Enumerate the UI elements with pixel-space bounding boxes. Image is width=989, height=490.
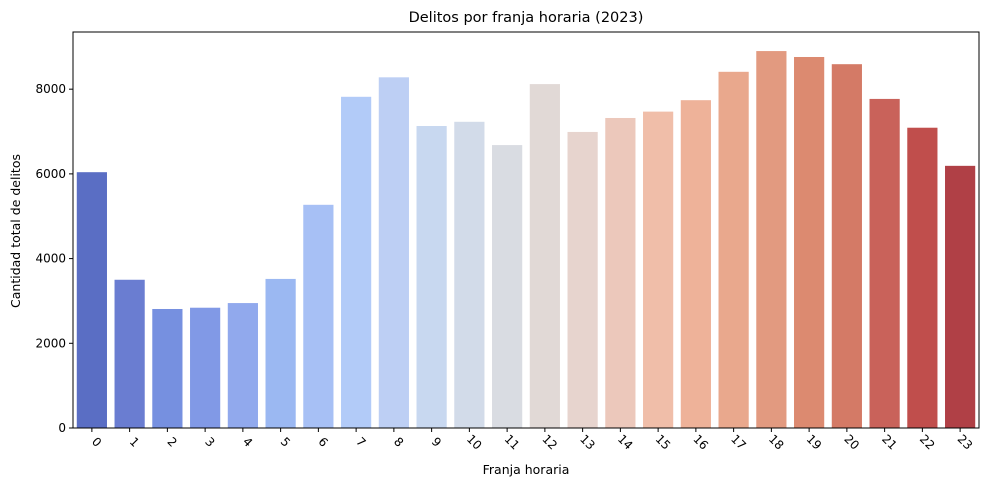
x-tick-label: 1 — [127, 435, 142, 450]
y-tick-label: 6000 — [35, 167, 66, 181]
bar-4 — [227, 303, 258, 428]
x-tick-label: 5 — [278, 435, 293, 450]
x-tick-label: 2 — [165, 435, 180, 450]
x-tick-label: 17 — [728, 432, 749, 453]
y-tick-label: 2000 — [35, 336, 66, 350]
bar-14 — [605, 117, 636, 428]
x-tick-label: 9 — [429, 435, 444, 450]
bar-11 — [492, 145, 523, 428]
x-tick-label: 4 — [240, 435, 255, 450]
x-tick-label: 16 — [690, 432, 711, 453]
bar-2 — [152, 308, 183, 428]
plot-frame — [72, 31, 980, 429]
x-tick-label: 11 — [502, 432, 523, 453]
x-tick-label: 20 — [841, 432, 862, 453]
bar-13 — [567, 131, 598, 428]
x-axis-ticks: 0 1 2 3 4 5 6 7 8 9 10 11 12 13 14 15 16 17 18 19 20 21 22 23 — [89, 428, 975, 453]
x-tick-label: 15 — [653, 432, 674, 453]
y-tick-label: 4000 — [35, 252, 66, 266]
bar-20 — [831, 64, 862, 428]
x-tick-label: 22 — [917, 432, 938, 453]
bar-16 — [680, 100, 711, 428]
x-tick-label: 19 — [804, 432, 825, 453]
chart-title: Delitos por franja horaria (2023) — [409, 10, 644, 26]
x-tick-label: 18 — [766, 432, 787, 453]
bar-8 — [378, 77, 409, 428]
bars-group — [76, 51, 976, 429]
bar-12 — [529, 84, 560, 428]
x-tick-label: 10 — [464, 432, 485, 453]
y-axis-ticks: 0 2000 4000 6000 8000 — [35, 82, 73, 435]
x-tick-label: 6 — [316, 435, 331, 450]
x-tick-label: 8 — [391, 435, 406, 450]
bar-17 — [718, 71, 749, 428]
bar-18 — [756, 51, 787, 429]
bar-0 — [76, 172, 107, 428]
x-tick-label: 0 — [89, 435, 104, 450]
bar-5 — [265, 278, 296, 428]
x-tick-label: 12 — [539, 432, 560, 453]
bar-15 — [643, 111, 674, 429]
y-axis-label: Cantidad total de delitos — [8, 154, 23, 308]
bar-19 — [794, 56, 825, 429]
x-tick-label: 3 — [202, 435, 217, 450]
x-tick-label: 13 — [577, 432, 598, 453]
x-tick-label: 23 — [955, 432, 976, 453]
bar-23 — [945, 165, 976, 428]
x-tick-label: 14 — [615, 432, 636, 453]
x-tick-label: 21 — [879, 432, 900, 453]
bar-10 — [454, 121, 485, 428]
bar-7 — [341, 96, 372, 429]
x-axis-label: Franja horaria — [483, 462, 570, 477]
y-tick-label: 8000 — [35, 82, 66, 96]
bar-1 — [114, 279, 145, 428]
bar-21 — [869, 98, 900, 429]
bar-9 — [416, 126, 447, 429]
bar-22 — [907, 127, 938, 428]
x-tick-label: 7 — [353, 435, 368, 450]
bar-6 — [303, 204, 334, 428]
y-tick-label: 0 — [58, 421, 66, 435]
bar-3 — [190, 307, 221, 428]
